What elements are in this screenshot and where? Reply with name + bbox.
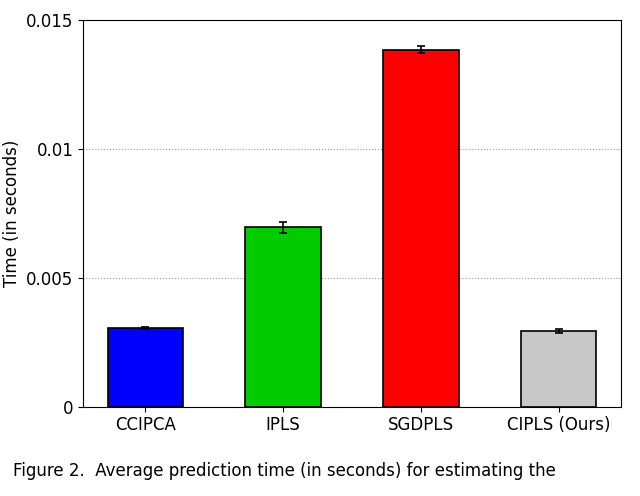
Bar — [108, 328, 183, 407]
Text: Figure 2.  Average prediction time (in seconds) for estimating the: Figure 2. Average prediction time (in se… — [13, 462, 556, 480]
Bar — [245, 228, 321, 407]
Bar — [383, 50, 459, 407]
Bar — [521, 331, 596, 407]
Y-axis label: Time (in seconds): Time (in seconds) — [3, 139, 20, 287]
